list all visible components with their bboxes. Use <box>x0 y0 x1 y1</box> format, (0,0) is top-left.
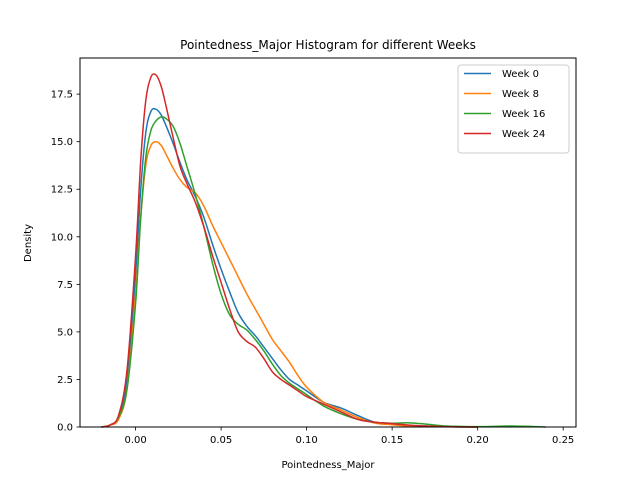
legend-label: Week 16 <box>502 109 545 120</box>
y-tick-label: 2.5 <box>57 375 73 386</box>
y-tick-label: 15.0 <box>51 137 73 148</box>
legend-label: Week 0 <box>502 69 539 80</box>
x-axis-ticks: 0.00 0.05 0.10 0.15 0.20 0.25 <box>124 427 574 446</box>
y-tick-label: 7.5 <box>57 280 73 291</box>
x-tick-label: 0.15 <box>381 435 403 446</box>
y-axis-label: Density <box>23 224 34 262</box>
series-line-week-0 <box>101 107 478 428</box>
y-tick-label: 17.5 <box>51 90 73 101</box>
plot-frame <box>79 57 577 428</box>
y-tick-label: 5.0 <box>57 327 73 338</box>
plot-lines <box>101 73 547 428</box>
y-tick-label: 10.0 <box>51 232 73 243</box>
y-axis-ticks: 0.0 2.5 5.0 7.5 10.0 12.5 15.0 17.5 <box>51 90 80 434</box>
chart-title: Pointedness_Major Histogram for differen… <box>180 38 476 52</box>
legend: Week 0 Week 8 Week 16 Week 24 <box>457 64 570 154</box>
series-line-week-24 <box>101 73 478 428</box>
legend-label: Week 24 <box>502 129 545 140</box>
y-tick-label: 12.5 <box>51 185 73 196</box>
legend-label: Week 8 <box>502 89 539 100</box>
y-tick-label: 0.0 <box>57 423 73 434</box>
legend-frame <box>457 64 570 154</box>
x-tick-label: 0.20 <box>467 435 489 446</box>
x-tick-label: 0.00 <box>124 435 146 446</box>
x-axis-label: Pointedness_Major <box>281 460 375 471</box>
x-tick-label: 0.10 <box>295 435 317 446</box>
x-tick-label: 0.05 <box>210 435 232 446</box>
x-tick-label: 0.25 <box>552 435 574 446</box>
